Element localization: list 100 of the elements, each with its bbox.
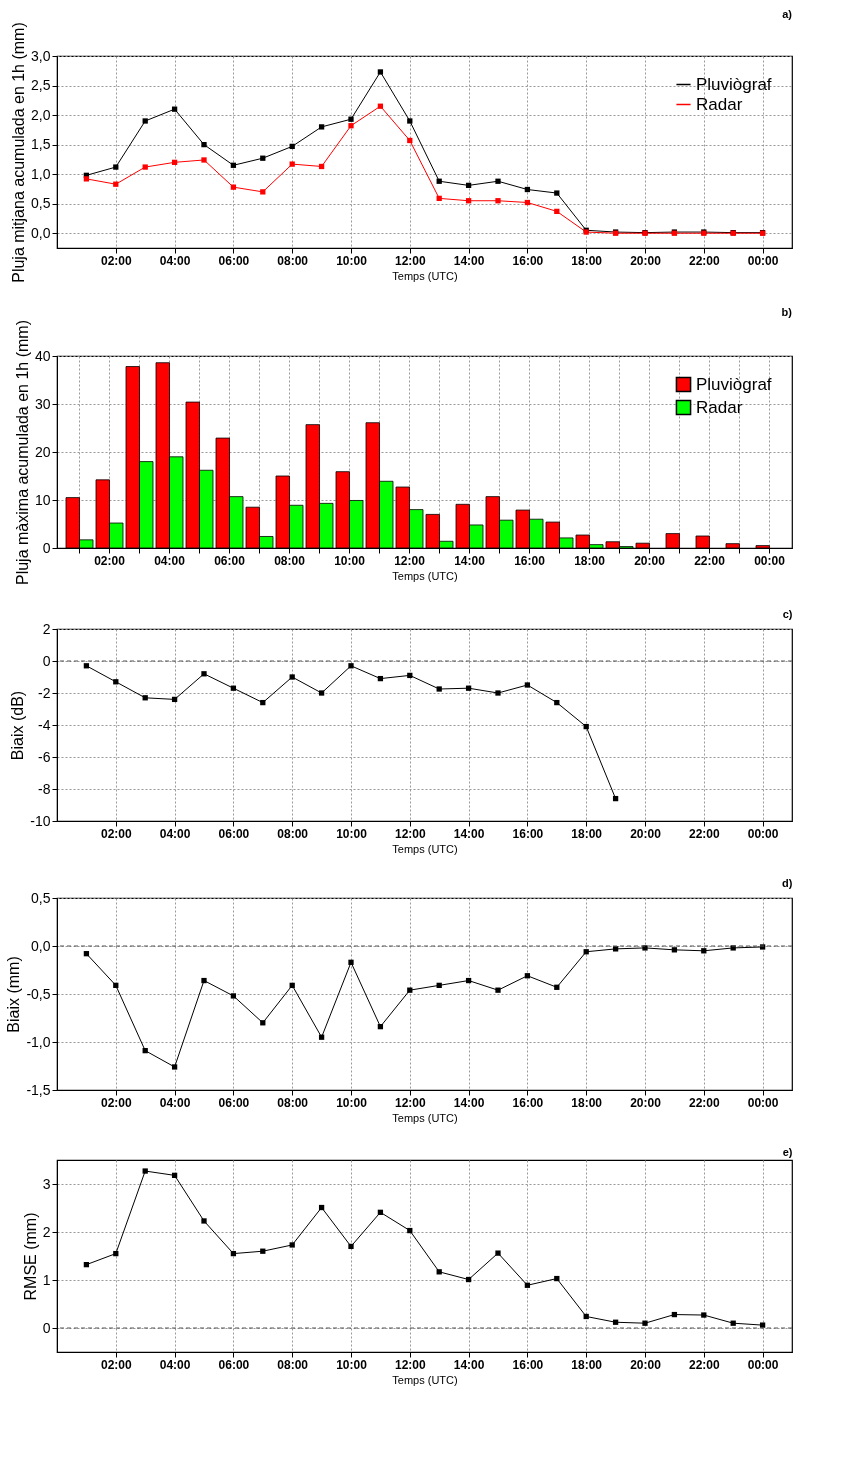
y-tick-label: 3 xyxy=(42,1175,51,1192)
x-tick-label: 04:00 xyxy=(154,553,186,568)
x-tick-label: 00:00 xyxy=(754,553,786,568)
y-tick-label: 0,0 xyxy=(31,224,51,241)
x-axis-title: Temps (UTC) xyxy=(392,269,458,282)
x-tick-label: 18:00 xyxy=(571,1357,603,1372)
x-tick-label: 12:00 xyxy=(394,253,426,268)
y-tick-label: 0,5 xyxy=(31,195,51,212)
y-tick-label: 2 xyxy=(42,1223,51,1240)
x-tick-label: 04:00 xyxy=(159,1357,191,1372)
x-tick-label: 06:00 xyxy=(218,826,250,841)
x-tick-label: 00:00 xyxy=(747,253,779,268)
x-tick-label: 22:00 xyxy=(694,553,726,568)
x-tick-label: 10:00 xyxy=(334,553,366,568)
x-tick-label: 02:00 xyxy=(100,1095,132,1110)
y-tick-label: -10 xyxy=(30,812,51,829)
x-tick-label: 12:00 xyxy=(394,553,426,568)
x-tick-label: 06:00 xyxy=(218,1357,250,1372)
x-tick-label: 20:00 xyxy=(630,1357,662,1372)
x-tick-label: 08:00 xyxy=(277,253,309,268)
x-tick-label: 16:00 xyxy=(512,1095,544,1110)
x-tick-label: 02:00 xyxy=(100,1357,132,1372)
x-tick-label: 14:00 xyxy=(453,826,485,841)
x-tick-label: 18:00 xyxy=(571,826,603,841)
y-tick-label: -1,0 xyxy=(26,1033,51,1050)
x-tick-label: 04:00 xyxy=(159,1095,191,1110)
y-tick-label: 1,0 xyxy=(31,165,51,182)
x-tick-label: 20:00 xyxy=(630,253,662,268)
y-tick-label: 2,0 xyxy=(31,106,51,123)
x-tick-label: 02:00 xyxy=(100,253,132,268)
x-tick-label: 12:00 xyxy=(394,826,426,841)
x-tick-label: 04:00 xyxy=(159,826,191,841)
x-axis-title: Temps (UTC) xyxy=(392,1111,458,1124)
x-tick-label: 04:00 xyxy=(159,253,191,268)
y-tick-label: -6 xyxy=(38,748,51,765)
x-tick-label: 16:00 xyxy=(514,553,546,568)
x-tick-label: 16:00 xyxy=(512,826,544,841)
x-tick-label: 12:00 xyxy=(394,1095,426,1110)
x-tick-label: 08:00 xyxy=(277,826,309,841)
y-tick-label: 1 xyxy=(42,1271,51,1288)
y-tick-label: -8 xyxy=(38,780,51,797)
x-tick-label: 08:00 xyxy=(274,553,306,568)
y-axis-title: Pluja màxima acumulada en 1h (mm) xyxy=(13,320,31,585)
y-tick-label: 1,5 xyxy=(31,136,51,153)
y-tick-label: 10 xyxy=(34,491,51,508)
x-tick-label: 06:00 xyxy=(214,553,246,568)
chart-title: a) xyxy=(782,7,793,20)
x-tick-label: 22:00 xyxy=(688,253,720,268)
y-axis-title: Pluja mitjana acumulada en 1h (mm) xyxy=(10,22,28,283)
x-tick-label: 18:00 xyxy=(574,553,606,568)
chart-title: b) xyxy=(781,305,793,318)
x-tick-label: 22:00 xyxy=(688,1095,720,1110)
x-tick-label: 20:00 xyxy=(634,553,666,568)
x-tick-label: 20:00 xyxy=(630,1095,662,1110)
y-axis-title: Biaix (dB) xyxy=(9,690,27,761)
x-tick-label: 14:00 xyxy=(454,553,486,568)
y-tick-label: 0,0 xyxy=(31,937,51,954)
y-tick-label: 20 xyxy=(34,443,51,460)
legend-label: Radar xyxy=(696,397,743,417)
x-tick-label: 18:00 xyxy=(571,1095,603,1110)
x-tick-label: 22:00 xyxy=(688,826,720,841)
x-axis-title: Temps (UTC) xyxy=(392,1373,458,1386)
x-tick-label: 06:00 xyxy=(218,1095,250,1110)
y-tick-label: 2,5 xyxy=(31,77,51,94)
x-tick-label: 16:00 xyxy=(512,1357,544,1372)
y-tick-label: 3,0 xyxy=(31,47,51,64)
y-tick-label: 0,5 xyxy=(31,889,51,906)
y-tick-label: -0,5 xyxy=(26,985,51,1002)
y-tick-label: -2 xyxy=(38,684,51,701)
legend-label: Radar xyxy=(696,94,743,114)
x-tick-label: 16:00 xyxy=(512,253,544,268)
y-axis-title: Biaix (mm) xyxy=(5,956,23,1033)
x-tick-label: 10:00 xyxy=(336,826,368,841)
x-tick-label: 14:00 xyxy=(453,1095,485,1110)
x-tick-label: 22:00 xyxy=(688,1357,720,1372)
x-tick-label: 02:00 xyxy=(94,553,126,568)
x-axis-title: Temps (UTC) xyxy=(392,842,458,855)
x-tick-label: 08:00 xyxy=(277,1095,309,1110)
chart-title: e) xyxy=(782,1146,793,1158)
legend-label: Pluviògraf xyxy=(696,74,772,94)
y-tick-label: -4 xyxy=(38,716,51,733)
x-tick-label: 00:00 xyxy=(747,1095,779,1110)
x-tick-label: 00:00 xyxy=(747,826,779,841)
x-tick-label: 10:00 xyxy=(336,1095,368,1110)
legend-label: Pluviògraf xyxy=(696,374,772,394)
y-tick-label: -1,5 xyxy=(26,1081,51,1098)
x-tick-label: 12:00 xyxy=(394,1357,426,1372)
y-tick-label: 2 xyxy=(42,620,51,637)
y-tick-label: 0 xyxy=(42,1319,51,1336)
x-axis-title: Temps (UTC) xyxy=(392,569,458,582)
x-tick-label: 06:00 xyxy=(218,253,250,268)
x-tick-label: 10:00 xyxy=(336,1357,368,1372)
chart-title: c) xyxy=(782,608,793,620)
y-tick-label: 0 xyxy=(42,539,51,556)
y-tick-label: 30 xyxy=(34,395,51,412)
x-tick-label: 08:00 xyxy=(277,1357,309,1372)
y-axis-title: RMSE (mm) xyxy=(21,1212,39,1301)
x-tick-label: 18:00 xyxy=(571,253,603,268)
chart-title: d) xyxy=(782,877,793,889)
x-tick-label: 14:00 xyxy=(453,1357,485,1372)
